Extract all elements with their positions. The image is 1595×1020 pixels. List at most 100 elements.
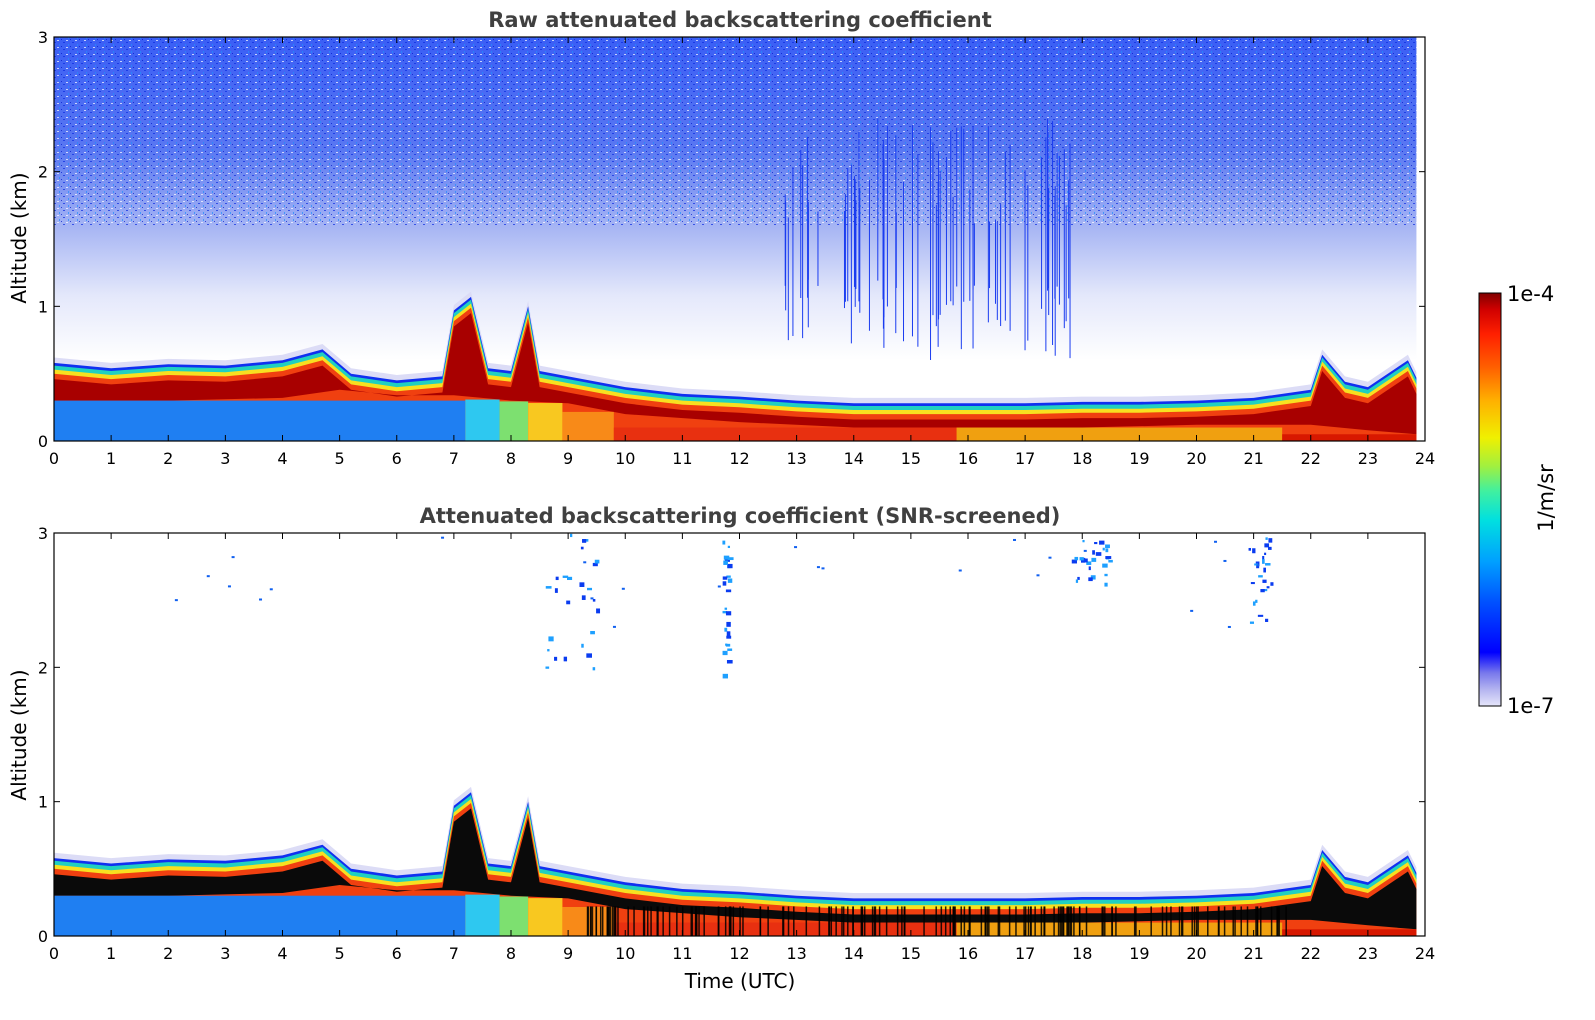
- x-tick-label: 3: [220, 944, 230, 963]
- cloud-speck: [725, 643, 728, 646]
- screen-stripe: [614, 906, 616, 936]
- screen-stripe: [1059, 906, 1062, 936]
- cloud-speck: [567, 576, 573, 581]
- cloud-speck: [1083, 558, 1088, 563]
- screen-stripe: [1024, 906, 1027, 936]
- cloud-speck: [727, 545, 731, 549]
- screen-stripe: [1040, 906, 1043, 936]
- screen-stripe: [1043, 906, 1045, 936]
- cloud-speck: [1267, 546, 1272, 550]
- cloud-speck: [1265, 537, 1268, 540]
- cloud-speck: [821, 567, 825, 570]
- x-tick-label: 23: [1358, 944, 1378, 963]
- surface-segment: [956, 427, 1283, 441]
- cloud-speck: [727, 563, 733, 569]
- x-tick-label: 22: [1301, 449, 1321, 468]
- layer-core: [54, 808, 1417, 930]
- screen-stripe: [1278, 906, 1280, 936]
- x-tick-label: 4: [277, 449, 287, 468]
- x-tick-label: 7: [449, 944, 459, 963]
- screen-stripe: [997, 906, 1000, 936]
- x-tick-label: 21: [1243, 944, 1263, 963]
- cloud-speck: [174, 599, 178, 602]
- cloud-speck: [1036, 574, 1040, 577]
- cloud-speck: [1265, 618, 1269, 622]
- screen-stripe: [1062, 906, 1064, 936]
- screen-stripe: [613, 906, 615, 936]
- screen-stripe: [787, 906, 790, 936]
- screen-stripe: [986, 906, 989, 936]
- cloud-speck: [1077, 576, 1080, 580]
- screen-stripe: [1193, 906, 1196, 936]
- screen-stripe: [793, 906, 795, 936]
- y-tick-label: 2: [38, 163, 48, 182]
- x-tick-label: 0: [49, 449, 59, 468]
- cloud-speck: [1227, 625, 1231, 628]
- screen-stripe: [611, 906, 614, 936]
- cloud-speck: [1256, 565, 1260, 569]
- cloud-speck: [547, 649, 550, 652]
- x-tick-label: 18: [1072, 449, 1092, 468]
- screen-stripe: [1260, 906, 1262, 936]
- cloud-speck: [1258, 575, 1263, 578]
- cloud-speck: [581, 595, 586, 600]
- x-tick-label: 19: [1129, 449, 1149, 468]
- cloud-speck: [1088, 566, 1091, 571]
- screen-stripe: [627, 906, 629, 936]
- screen-stripe: [617, 906, 619, 936]
- cloud-speck: [1263, 567, 1266, 573]
- surface-segment: [465, 894, 500, 936]
- cloud-speck: [958, 569, 962, 572]
- cloud-speck: [1262, 555, 1265, 561]
- panel-2-ylabel: Altitude (km): [7, 669, 31, 800]
- screen-stripe: [1232, 906, 1234, 936]
- surface-segment: [528, 898, 563, 936]
- screen-stripe: [1133, 906, 1136, 936]
- x-tick-label: 20: [1186, 944, 1206, 963]
- screen-stripe: [923, 906, 925, 936]
- cloud-speck: [722, 540, 726, 545]
- screen-stripe: [944, 906, 947, 936]
- surface-segment: [54, 895, 466, 936]
- cloud-speck: [723, 560, 728, 565]
- cloud-speck: [586, 653, 592, 658]
- cloud-speck: [1102, 547, 1105, 551]
- cloud-speck: [726, 621, 731, 627]
- cloud-speck: [1091, 557, 1097, 562]
- screen-stripe: [1068, 906, 1070, 936]
- screen-stripe: [954, 906, 956, 936]
- panel-2-title: Attenuated backscattering coefficient (S…: [420, 504, 1061, 528]
- x-tick-label: 9: [563, 449, 573, 468]
- surface-segment: [54, 400, 466, 441]
- cloud-speck: [1105, 548, 1109, 553]
- screen-stripe: [1034, 906, 1036, 936]
- cloud-speck: [1088, 577, 1093, 582]
- y-tick-label: 3: [38, 524, 48, 543]
- x-tick-label: 14: [844, 944, 864, 963]
- cloud-speck: [1105, 556, 1112, 559]
- x-tick-label: 16: [958, 449, 978, 468]
- x-tick-label: 15: [901, 944, 921, 963]
- screen-stripe: [873, 906, 876, 936]
- screen-stripe: [903, 906, 906, 936]
- cloud-speck: [259, 598, 263, 601]
- surface-segment: [1282, 434, 1417, 441]
- screen-stripe: [901, 906, 903, 936]
- cloud-speck: [1082, 539, 1085, 543]
- cloud-speck: [545, 666, 550, 669]
- cloud-speck: [816, 566, 820, 569]
- cloud-speck: [725, 643, 731, 647]
- screen-stripe: [952, 906, 954, 936]
- x-tick-label: 11: [672, 944, 692, 963]
- cloud-speck: [724, 607, 728, 610]
- cloud-speck: [722, 650, 728, 656]
- x-tick-label: 1: [106, 449, 116, 468]
- screen-stripe: [1102, 906, 1104, 936]
- screen-stripe: [885, 906, 888, 936]
- screen-stripe: [1057, 906, 1060, 936]
- cloud-speck: [727, 578, 733, 583]
- cloud-speck: [580, 546, 584, 550]
- cloud-speck: [592, 667, 596, 671]
- x-tick-label: 24: [1415, 449, 1435, 468]
- screen-stripe: [818, 906, 821, 936]
